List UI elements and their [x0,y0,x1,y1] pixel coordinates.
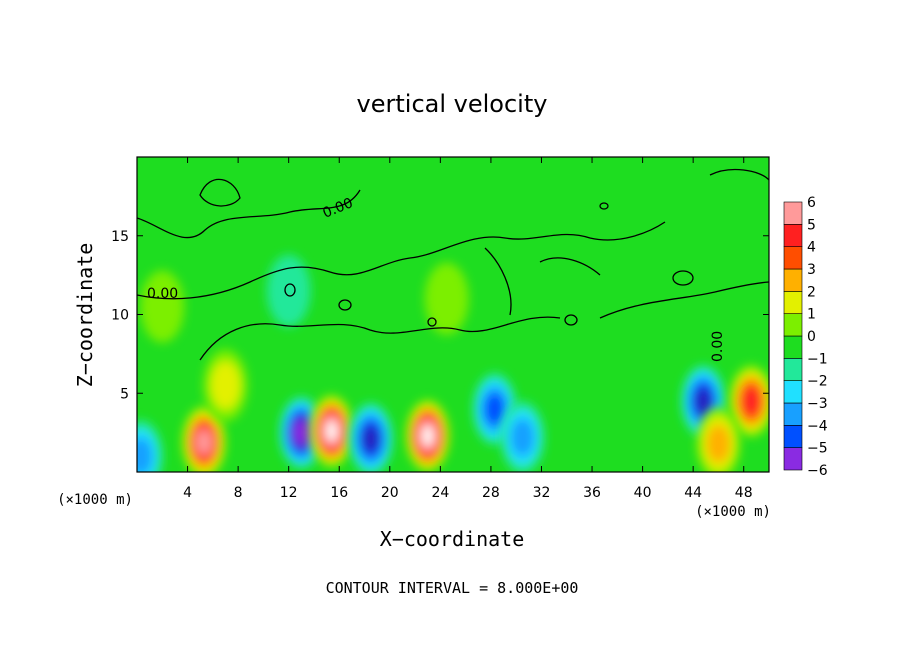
velocity-level [694,386,713,416]
colorbar-swatch [783,201,803,225]
contour-line [137,221,666,300]
colorbar-label: 0 [807,329,816,345]
y-tick-label: 15 [111,229,129,245]
velocity-level [293,419,310,446]
contour-line [599,202,609,210]
y-tick-label: 5 [120,386,129,402]
contour-line [599,281,769,319]
velocity-cell [424,262,469,335]
velocity-level [195,429,213,455]
colorbar-swatch [783,268,803,292]
x-axis-ticks: 4 8 12 16 20 24 28 32 36 40 44 48 [183,157,753,501]
x-tick-label: 12 [280,485,298,501]
colorbar-label: 3 [807,262,816,278]
colorbar-label: −3 [807,396,828,412]
velocity-level [742,386,761,416]
colorbar-swatch [783,358,803,381]
contour-line [137,189,361,239]
x-tick-label: 36 [583,485,601,501]
colorbar-label: −6 [807,463,828,479]
contour-line [199,316,561,361]
colorbar-swatch [783,246,803,270]
contour-line [338,299,352,311]
x-tick-label: 28 [482,485,500,501]
contour-line [539,257,601,276]
velocity-cell [696,407,741,472]
velocity-level [266,254,311,327]
x-axis-unit-left: (×1000 m) [57,492,133,508]
y-tick-label: 10 [111,308,129,324]
colorbar-label: −2 [807,374,828,390]
velocity-cell [348,402,393,472]
velocity-cell [729,365,769,438]
y-axis-ticks: 5 10 15 [111,229,769,402]
velocity-level [706,424,731,463]
x-tick-label: 40 [634,485,652,501]
velocity-cell [203,349,248,422]
colorbar-label: −4 [807,418,828,434]
x-tick-label: 16 [330,485,348,501]
x-tick-label: 48 [735,485,753,501]
contour-interval-note: CONTOUR INTERVAL = 8.000E+00 [326,579,579,597]
contour-label: 0.00 [147,286,178,302]
x-tick-label: 44 [684,485,702,501]
velocity-level [140,270,185,343]
colorbar: −6 −5 −4 −3 −2 −1 0 1 2 3 4 5 6 [783,195,828,479]
colorbar-label: 2 [807,284,816,300]
x-axis-unit-right: (×1000 m) [695,504,771,520]
x-tick-label: 4 [183,485,192,501]
colorbar-label: 1 [807,307,816,323]
velocity-level [484,393,505,425]
velocity-peak [422,425,433,446]
contour-line [564,314,578,326]
velocity-cell [140,270,185,343]
x-tick-label: 20 [381,485,399,501]
velocity-cell [266,254,311,327]
chart-title: vertical velocity [357,90,548,118]
zero-contours [137,168,769,361]
contour-line [199,178,241,207]
colorbar-swatch [783,425,803,448]
x-axis-label: X−coordinate [380,527,525,551]
colorbar-label: 4 [807,240,816,256]
colorbar-swatch [783,291,803,314]
velocity-field [137,254,769,472]
contour-line [427,317,437,327]
velocity-cell [137,420,163,472]
colorbar-label: 6 [807,195,816,211]
x-tick-label: 8 [234,485,243,501]
colorbar-swatch [783,380,803,404]
x-tick-label: 32 [533,485,551,501]
colorbar-swatch [783,313,803,337]
x-tick-label: 24 [431,485,449,501]
plot-area: 0.00 0.00 0.00 [136,156,770,473]
contour-line [709,168,769,181]
contour-line [484,247,512,316]
velocity-cell [181,406,226,472]
velocity-cell [500,401,545,472]
y-axis-label: Z−coordinate [73,243,97,388]
colorbar-swatch [783,224,803,247]
colorbar-label: 5 [807,217,816,233]
colorbar-swatch [783,447,803,471]
velocity-level [361,424,380,454]
contour-line [672,270,694,286]
velocity-peak [326,421,337,442]
velocity-cell [309,395,354,468]
velocity-cell [405,399,450,472]
velocity-level [137,437,153,472]
velocity-level [210,361,241,410]
colorbar-swatch [783,402,803,426]
velocity-level [424,262,469,335]
contour-line [284,283,296,297]
colorbar-label: −1 [807,351,828,367]
colorbar-swatch [783,335,803,359]
velocity-level [510,418,535,457]
colorbar-label: −5 [807,441,828,457]
contour-label: 0.00 [710,331,726,362]
